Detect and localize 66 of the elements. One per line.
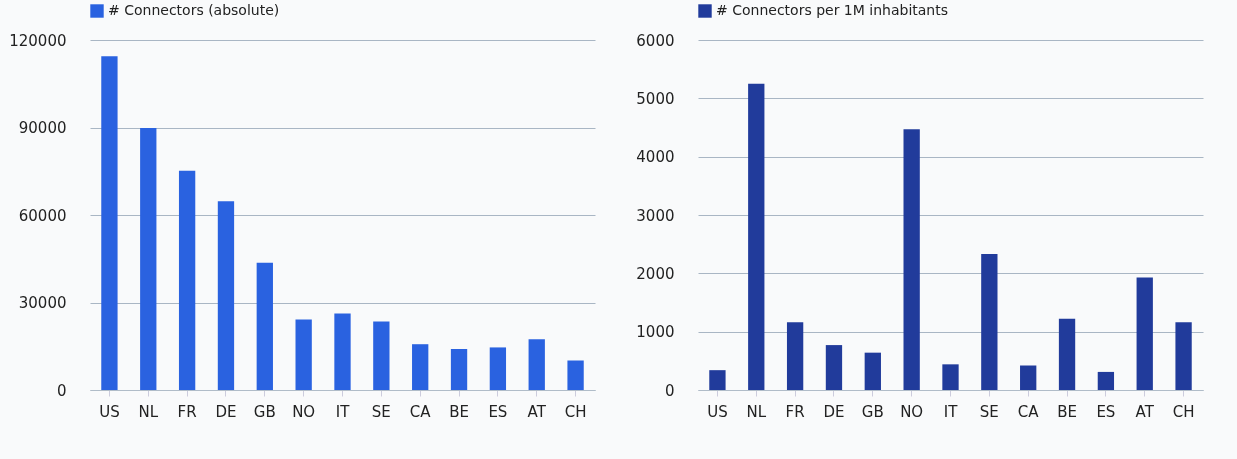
bar — [295, 319, 312, 390]
bar — [256, 262, 273, 390]
bar — [981, 254, 998, 390]
bar — [489, 347, 507, 390]
y-tick-label: 60000 — [18, 206, 67, 225]
x-tick-label: CA — [1017, 402, 1040, 421]
y-tick-label: 2000 — [636, 264, 675, 283]
x-tick-label: GB — [861, 402, 884, 421]
bar — [334, 313, 351, 390]
bar — [373, 321, 390, 390]
bar — [748, 83, 765, 390]
x-tick-label: BE — [1057, 402, 1077, 421]
bar — [567, 360, 584, 390]
x-tick-label: FR — [785, 402, 805, 421]
bar — [450, 348, 468, 390]
bar — [178, 170, 196, 390]
bar — [864, 352, 881, 390]
bar — [1097, 371, 1115, 390]
x-tick-label: NL — [138, 402, 159, 421]
x-tick-label: DE — [215, 402, 237, 421]
bar — [1020, 365, 1037, 390]
x-tick-label: FR — [177, 402, 197, 421]
y-tick-label: 5000 — [636, 89, 675, 108]
bar — [942, 364, 959, 390]
x-tick-label: CH — [564, 402, 587, 421]
y-tick-label: 120000 — [9, 31, 67, 50]
y-tick-label: 6000 — [636, 31, 675, 50]
y-tick-label: 30000 — [18, 294, 67, 312]
bar — [1136, 277, 1153, 390]
bar — [140, 128, 157, 390]
bar — [903, 129, 920, 390]
x-tick-label: CA — [409, 402, 432, 421]
y-tick-label: 0 — [664, 381, 675, 400]
bar — [528, 339, 545, 390]
y-tick-label: 3000 — [636, 206, 675, 225]
x-tick-label: NO — [292, 402, 316, 421]
y-tick-label: 1000 — [636, 323, 675, 342]
x-tick-label: BE — [449, 402, 469, 421]
x-tick-label: ES — [1096, 402, 1116, 421]
x-tick-label: ES — [488, 402, 508, 421]
bar — [412, 344, 429, 390]
x-tick-label: SE — [371, 402, 391, 421]
bar — [709, 370, 726, 390]
x-tick-label: AT — [527, 402, 547, 421]
x-tick-label: DE — [823, 402, 845, 421]
x-tick-label: GB — [253, 402, 276, 421]
y-tick-label: 0 — [56, 381, 67, 400]
x-tick-label: CH — [1172, 402, 1195, 421]
x-tick-label: NO — [900, 402, 924, 421]
legend-label: # Connectors per 1M inhabitants — [716, 2, 948, 18]
x-tick-label: NL — [746, 402, 767, 421]
bar — [1175, 322, 1192, 390]
bar — [825, 345, 843, 390]
y-tick-label: 4000 — [636, 148, 675, 167]
legend-label: # Connectors (absolute) — [108, 2, 280, 18]
bar — [217, 201, 235, 390]
x-tick-label: IT — [943, 402, 959, 421]
bar — [1058, 318, 1076, 390]
x-tick-label: AT — [1135, 402, 1155, 421]
x-tick-label: US — [707, 402, 728, 421]
x-tick-label: US — [99, 402, 120, 421]
bar — [786, 322, 804, 390]
x-tick-label: SE — [979, 402, 999, 421]
bar — [101, 56, 118, 390]
x-tick-label: IT — [335, 402, 351, 421]
y-tick-label: 90000 — [18, 119, 67, 137]
